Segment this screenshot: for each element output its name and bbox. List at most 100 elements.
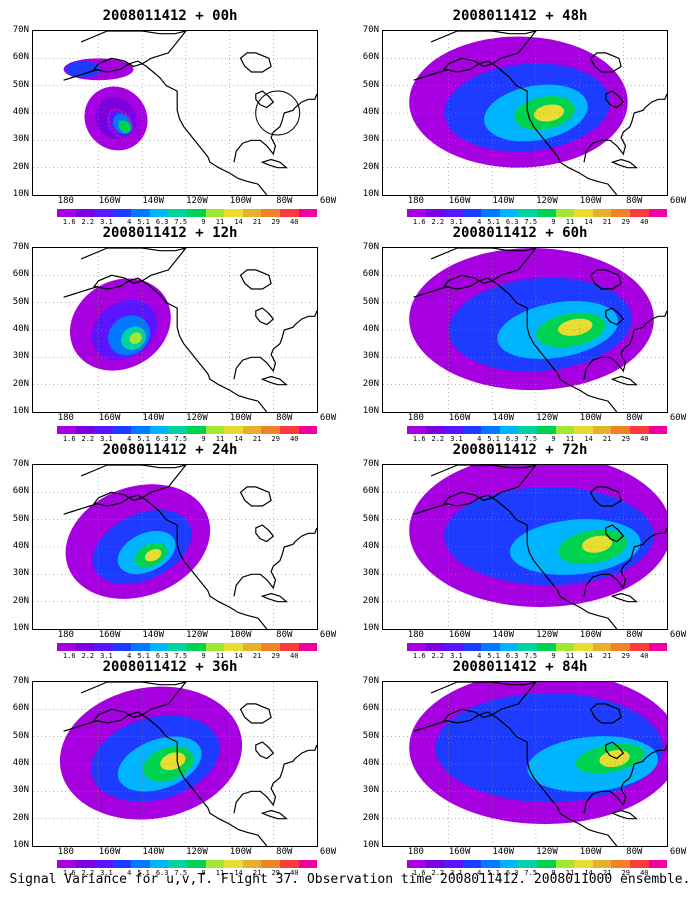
colorbar-swatch (648, 209, 668, 217)
colorbar-swatch (407, 426, 426, 434)
colorbar-tick-label: 3.1 (450, 869, 463, 877)
colorbar-swatch (629, 209, 649, 217)
panel-title: 2008011412 + 84h (452, 659, 588, 675)
latitude-tick-label: 70N (12, 459, 29, 469)
longitude-tick-label: 80W (626, 630, 643, 640)
colorbar-swatch (298, 643, 318, 651)
colorbar-tick-label: 4 (127, 652, 132, 660)
longitude-tick-label: 140W (142, 196, 165, 206)
longitude-tick-label: 160W (448, 847, 471, 857)
colorbar-swatch (481, 643, 500, 651)
longitude-tick-label: 100W (229, 630, 252, 640)
colorbar-tick-label: 9 (201, 218, 206, 226)
longitude-tick-label: 100W (579, 847, 602, 857)
colorbar-tick-label: 5.1 (137, 218, 150, 226)
latitude-tick-label: 10N (12, 406, 29, 416)
colorbar-tick-label: 7.5 (524, 652, 538, 660)
colorbar-tick-label: 6.3 (505, 218, 519, 226)
colorbar-labels: 1.6 2.2 3.1 4 5.1 6.3 7.5 9 11 14 21 29 40 (407, 218, 667, 227)
colorbar-tick-label: 5.1 (487, 435, 500, 443)
map-panel-12h: 2008011412 + 12h 70N 60N 50N 40N 30N 20N 10N 180… (0, 225, 340, 443)
coastline-pacific (80, 465, 268, 629)
colorbar-swatch (425, 643, 445, 651)
colorbar-labels: 1.6 2.2 3.1 4 5.1 6.3 7.5 9 11 14 21 29 40 (57, 869, 317, 878)
latitude-tick-label: 60N (12, 52, 29, 63)
colorbar-tick-label: 2.2 (431, 869, 445, 877)
longitude-tick-label: 180 (407, 413, 424, 423)
colorbar-swatch (444, 426, 463, 434)
variance-contour (557, 318, 593, 336)
colorbar-tick-label: 14 (584, 435, 593, 443)
colorbar-labels: 1.6 2.2 3.1 4 5.1 6.3 7.5 9 11 14 21 29 40 (57, 218, 317, 227)
latitude-tick-label: 10N (12, 840, 29, 850)
map-canvas (383, 682, 667, 846)
cuba-outline (610, 158, 639, 169)
colorbar-swatch (555, 860, 575, 868)
colorbar-swatch (279, 860, 299, 868)
longitude-tick-label: 80W (626, 847, 643, 857)
aleutian-islands (413, 285, 449, 298)
colorbar-swatch (75, 643, 95, 651)
colorbar-swatch (205, 426, 225, 434)
latitude-tick-label: 70N (12, 676, 29, 686)
colorbar-tick-label: 40 (640, 435, 649, 443)
colorbar-swatch (112, 860, 132, 868)
colorbar (407, 426, 668, 434)
colorbar-tick-label: 40 (640, 652, 649, 660)
map-canvas (33, 682, 317, 846)
colorbar-tick-label: 6.3 (505, 652, 519, 660)
colorbar (57, 209, 318, 217)
hudson-bay-outline (589, 486, 622, 507)
coastline-atlantic (233, 310, 317, 380)
colorbar-swatch (537, 860, 556, 868)
colorbar-swatch (75, 860, 95, 868)
latitude-tick-label: 10N (12, 623, 29, 633)
colorbar-swatch (205, 643, 225, 651)
coastline-atlantic (583, 744, 667, 814)
latitude-tick-label: 50N (362, 730, 379, 741)
colorbar-tick-label: 2.2 (431, 218, 445, 226)
panel-title: 2008011412 + 72h (452, 442, 588, 458)
longitude-tick-label: 80W (276, 196, 293, 206)
colorbar-tick-label: 11 (215, 218, 225, 226)
colorbar-labels: 1.6 2.2 3.1 4 5.1 6.3 7.5 9 11 14 21 29 40 (407, 652, 667, 661)
latitude-tick-label: 30N (12, 351, 29, 362)
colorbar-tick-label: 14 (234, 435, 243, 443)
colorbar-tick-label: 29 (621, 218, 630, 226)
colorbar-swatch (187, 426, 206, 434)
colorbar-tick-label: 3.1 (100, 218, 113, 226)
longitude-labels: 180 160W 140W 120W 100W 80W 60W (382, 413, 686, 425)
longitude-tick-label: 120W (536, 630, 558, 640)
colorbar-tick-label: 7.5 (174, 435, 188, 443)
variance-map (382, 681, 668, 847)
latitude-tick-label: 50N (362, 79, 379, 90)
latitude-tick-label: 20N (362, 161, 379, 172)
map-canvas (33, 248, 317, 412)
colorbar-swatch (168, 643, 188, 651)
colorbar-tick-label: 14 (234, 218, 243, 226)
variance-contours (69, 278, 171, 371)
great-lakes-outline (255, 524, 275, 543)
great-lakes-outline (605, 307, 625, 326)
colorbar-tick-label: 7.5 (174, 218, 188, 226)
colorbar-swatch (187, 209, 206, 217)
colorbar-tick-label: 21 (252, 652, 262, 660)
colorbar-swatch (187, 643, 206, 651)
colorbar-swatch (149, 643, 169, 651)
colorbar (407, 643, 668, 651)
graticule (33, 248, 317, 412)
colorbar-swatch (499, 643, 519, 651)
colorbar-tick-label: 2.2 (81, 869, 95, 877)
colorbar-tick-label: 5.1 (487, 869, 500, 877)
colorbar-swatch (629, 426, 649, 434)
colorbar-swatch (611, 643, 630, 651)
coastline-pacific (430, 465, 618, 629)
variance-map (32, 464, 318, 630)
colorbar-swatch (407, 643, 426, 651)
colorbar-tick-label: 40 (640, 218, 649, 226)
colorbar-swatch (611, 426, 630, 434)
coastline-pacific (430, 682, 618, 846)
coastlines (413, 248, 667, 412)
longitude-tick-label: 140W (492, 196, 515, 206)
colorbar-labels: 1.6 2.2 3.1 4 5.1 6.3 7.5 9 11 14 21 29 40 (407, 435, 667, 444)
